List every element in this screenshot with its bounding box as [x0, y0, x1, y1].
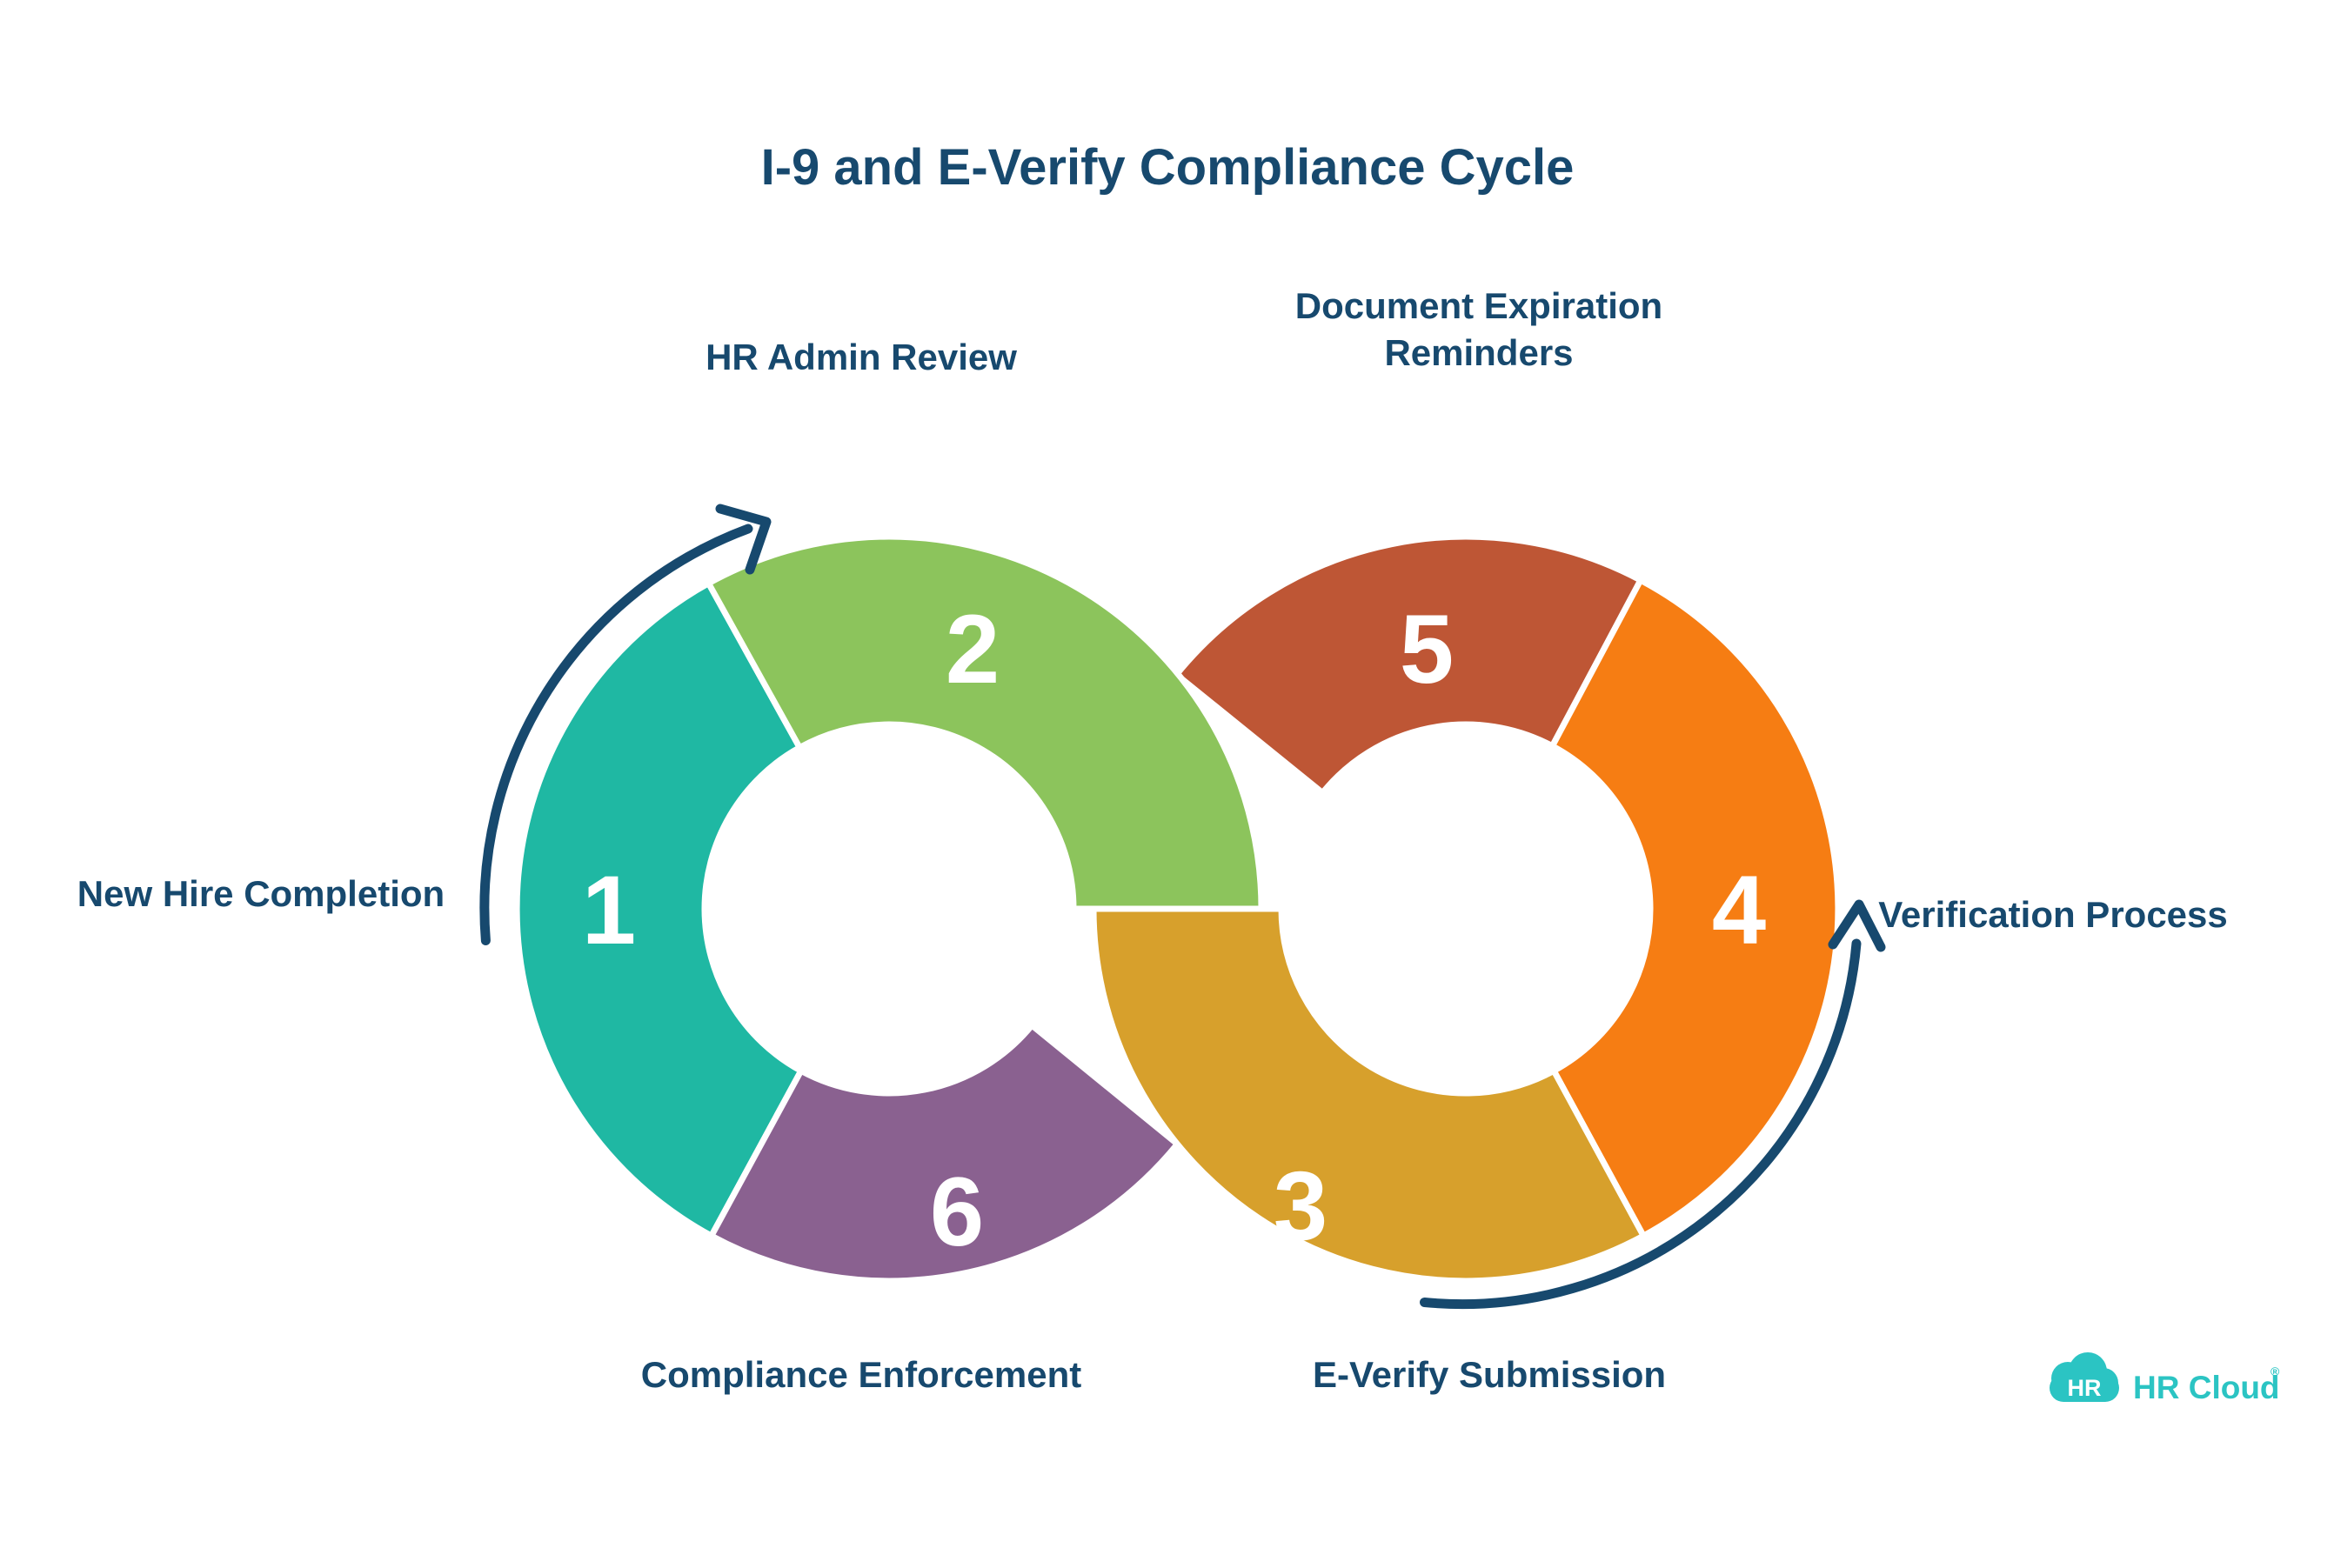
cycle-arrow-right-icon [1420, 899, 1886, 1309]
segment-2-hr-admin-review [706, 533, 1265, 912]
segment-1-new-hire-completion [513, 580, 805, 1239]
cycle-arrow-left-icon [479, 504, 772, 945]
label-document-expiration-line2: Reminders [1384, 332, 1573, 373]
segment-5-document-expiration [1173, 533, 1644, 797]
page-title: I-9 and E-Verify Compliance Cycle [761, 139, 1575, 196]
segment-number-1: 1 [582, 856, 636, 964]
label-hr-admin-review: HR Admin Review [706, 337, 1017, 377]
label-new-hire-completion: New Hire Completion [77, 873, 445, 914]
label-compliance-enforcement: Compliance Enforcement [641, 1354, 1081, 1395]
segment-6-compliance-enforcement [708, 1022, 1180, 1284]
segment-number-6: 6 [930, 1158, 984, 1266]
segment-number-5: 5 [1400, 595, 1454, 704]
cloud-icon [2050, 1352, 2119, 1402]
label-verification-process: Verification Process [1878, 894, 2228, 935]
label-document-expiration-line1: Document Expiration [1295, 285, 1662, 326]
logo-badge-text: HR [2068, 1375, 2102, 1401]
hr-cloud-logo: HR HR Cloud ® [2050, 1352, 2280, 1405]
logo-wordmark: HR Cloud [2133, 1370, 2280, 1405]
segment-3-everify-submission [1090, 905, 1647, 1284]
label-everify-submission: E-Verify Submission [1313, 1354, 1666, 1395]
logo-registered-mark: ® [2270, 1364, 2280, 1378]
segment-number-4: 4 [1712, 856, 1766, 964]
segment-number-3: 3 [1274, 1151, 1328, 1260]
segment-4-verification-process [1549, 577, 1842, 1239]
segment-number-2: 2 [946, 595, 1000, 704]
